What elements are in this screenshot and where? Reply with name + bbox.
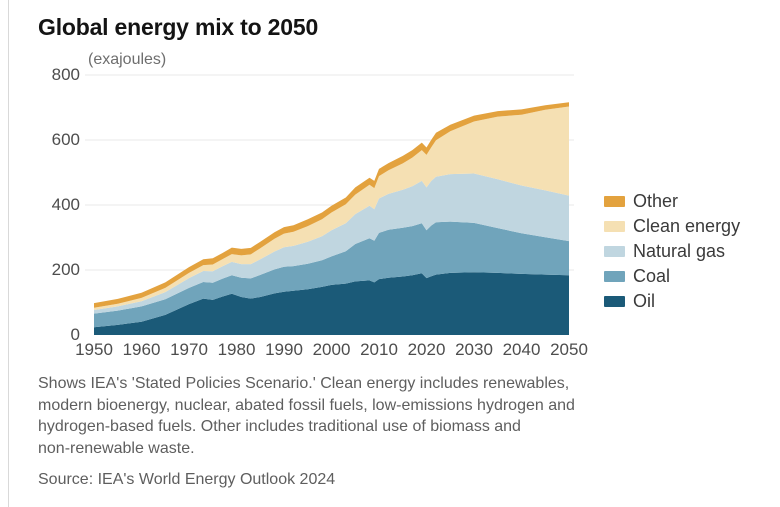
legend-label-oil: Oil [633, 291, 655, 311]
area-natural-gas [94, 173, 569, 314]
x-tick-label-1960: 1960 [122, 340, 161, 359]
x-tick-label-1970: 1970 [170, 340, 208, 359]
x-tick-label-1980: 1980 [217, 340, 256, 359]
x-tick-label-2010: 2010 [360, 340, 398, 359]
area-other [94, 102, 569, 308]
x-tick-label-2000: 2000 [312, 340, 351, 359]
y-tick-label-400: 400 [51, 195, 80, 214]
window-edge-divider [8, 0, 9, 507]
chart-footnote: Shows IEA's 'Stated Policies Scenario.' … [38, 373, 575, 459]
legend-swatch-oil [604, 296, 625, 307]
x-tick-label-2030: 2030 [455, 340, 493, 359]
chart-legend: Other Clean energy Natural gas Coal Oil [604, 189, 740, 314]
legend-swatch-coal [604, 271, 625, 282]
legend-item-coal: Coal [604, 264, 740, 289]
legend-swatch-clean-energy [604, 221, 625, 232]
legend-label-other: Other [633, 191, 679, 211]
footnote-line: Shows IEA's 'Stated Policies Scenario.' … [38, 375, 570, 392]
footnote-line: non-renewable waste. [38, 439, 195, 457]
chart-title: Global energy mix to 2050 [38, 14, 319, 40]
area-clean-energy [94, 106, 569, 310]
y-tick-label-0: 0 [70, 325, 80, 344]
y-tick-label-600: 600 [51, 130, 80, 149]
legend-label-natural-gas: Natural gas [633, 241, 726, 261]
x-tick-label-2020: 2020 [407, 340, 446, 359]
legend-item-oil: Oil [604, 289, 740, 314]
x-tick-label-1950: 1950 [75, 340, 113, 359]
legend-item-natural-gas: Natural gas [604, 239, 740, 264]
area-oil [94, 272, 569, 335]
x-tick-label-2040: 2040 [502, 340, 541, 359]
legend-swatch-natural-gas [604, 246, 625, 257]
source-attribution: Source: IEA's World Energy Outlook 2024 [38, 471, 336, 488]
legend-label-clean-energy: Clean energy [633, 216, 741, 236]
y-tick-label-200: 200 [51, 260, 80, 279]
legend-item-other: Other [604, 189, 740, 214]
area-coal [94, 221, 569, 328]
y-axis-unit-label: (exajoules) [88, 51, 167, 68]
y-tick-label-800: 800 [51, 65, 80, 84]
legend-item-clean-energy: Clean energy [604, 214, 740, 239]
legend-swatch-other [604, 196, 625, 207]
x-tick-label-2050: 2050 [550, 340, 588, 359]
footnote-line: hydrogen-based fuels. Other includes tra… [38, 418, 521, 435]
x-tick-label-1990: 1990 [265, 340, 303, 359]
footnote-line: modern bioenergy, nuclear, abated fossil… [38, 396, 575, 414]
legend-label-coal: Coal [633, 266, 671, 286]
